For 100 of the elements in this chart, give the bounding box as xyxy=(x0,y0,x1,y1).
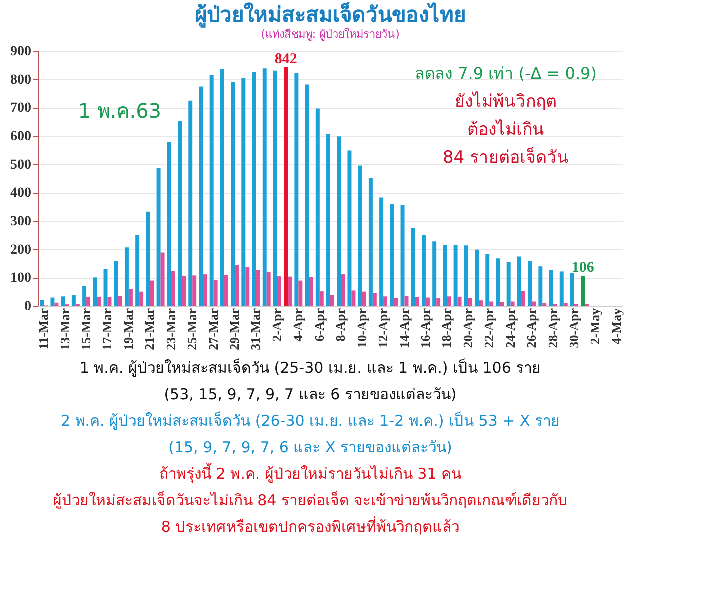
bar xyxy=(330,295,334,306)
bar xyxy=(496,258,500,306)
bar xyxy=(542,303,547,306)
y-tick-label: 600 xyxy=(10,130,32,144)
bar xyxy=(538,266,543,306)
x-tick-label: 26-Apr xyxy=(524,308,540,348)
x-tick-label: 22-Apr xyxy=(482,308,497,348)
bar xyxy=(50,298,55,306)
bar xyxy=(93,278,98,306)
bar xyxy=(246,267,250,306)
bar xyxy=(368,178,373,306)
bar xyxy=(124,248,129,306)
bar xyxy=(384,296,388,306)
x-tick-label: 15-Mar xyxy=(78,308,94,350)
bar xyxy=(521,290,526,306)
x-tick-label: 28-Apr xyxy=(545,308,560,348)
chart-subtitle: (แท่งสีชมพู: ผู้ป่วยใหม่รายวัน) xyxy=(261,28,400,41)
y-tick-label: 200 xyxy=(10,242,32,258)
x-tick-label: 31-Mar xyxy=(248,308,264,350)
bar xyxy=(61,296,66,306)
bar xyxy=(394,298,398,306)
bar xyxy=(160,252,165,306)
bar xyxy=(309,277,314,306)
annotation: ยังไม่พ้นวิกฤต xyxy=(455,91,557,112)
bar xyxy=(581,276,586,306)
bar xyxy=(178,121,182,306)
bar xyxy=(415,298,420,306)
text: ผู้ป่วยใหม่สะสมเจ็ดวันจะไม่เกิน 84 รายต่อเจ็ด จะเข้าข่ายพ้นวิกฤตเกณฑ์เดียวกับ xyxy=(52,490,568,510)
text: 8 ประเทศหรือเขตปกครองพิเศษที่พ้นวิกฤตแล้ว xyxy=(161,516,460,536)
bar xyxy=(97,296,102,306)
bar xyxy=(341,274,346,306)
bar xyxy=(320,292,324,306)
bar xyxy=(528,262,532,306)
bar xyxy=(316,108,320,306)
x-tick-label: 2-Apr xyxy=(269,308,284,342)
bar xyxy=(358,166,362,306)
bar xyxy=(426,298,430,306)
bar xyxy=(352,290,356,306)
bar xyxy=(114,262,118,306)
bar xyxy=(224,275,228,306)
bar xyxy=(390,204,394,306)
y-tick-label: 300 xyxy=(10,214,32,230)
bar xyxy=(380,198,384,306)
bar xyxy=(192,276,197,306)
bar xyxy=(486,254,490,306)
bar xyxy=(348,150,352,306)
text: (53, 15, 9, 7, 9, 7 และ 6 รายของแต่ละวัน) xyxy=(164,386,457,404)
x-tick-label: 10-Apr xyxy=(354,308,370,348)
bar xyxy=(54,302,59,306)
x-tick-label: 18-Apr xyxy=(439,308,454,348)
x-tick-label: 13-Mar xyxy=(57,308,72,350)
bar xyxy=(479,300,483,306)
text: 2 พ.ค. ผู้ป่วยใหม่สะสมเจ็ดวัน (26-30 เม.ย. และ 1-2 พ.ค.) เป็น 53 + X ราย xyxy=(60,411,560,430)
bar xyxy=(362,292,366,306)
data-label: 106 xyxy=(572,260,595,276)
bar xyxy=(468,298,472,306)
bar xyxy=(284,67,288,306)
bar xyxy=(458,296,462,306)
bar xyxy=(108,298,112,306)
bar xyxy=(136,235,140,306)
bar xyxy=(475,250,480,306)
x-tick-label: 23-Mar xyxy=(163,308,178,350)
bar xyxy=(150,280,154,306)
bar xyxy=(560,272,564,306)
bar xyxy=(72,296,76,306)
bar xyxy=(549,270,554,306)
y-tick-label: 0 xyxy=(24,300,32,314)
bar xyxy=(532,302,536,306)
bar xyxy=(82,286,87,306)
bar xyxy=(242,78,246,306)
bar xyxy=(40,300,44,306)
bar xyxy=(167,142,172,306)
x-tick-label: 20-Apr xyxy=(460,308,476,348)
y-tick-label: 400 xyxy=(10,186,32,202)
text: (15, 9, 7, 9, 7, 6 และ X รายของแต่ละวัน) xyxy=(168,438,452,456)
bar xyxy=(128,289,133,306)
bar xyxy=(171,271,176,306)
x-tick-label: 11-Mar xyxy=(36,308,52,350)
x-tick-label: 6-Apr xyxy=(312,308,327,342)
bar xyxy=(490,302,494,306)
bar xyxy=(510,302,515,306)
bar xyxy=(570,273,574,306)
y-tick-label: 100 xyxy=(10,271,32,286)
bar xyxy=(188,100,193,306)
x-tick-label: 12-Apr xyxy=(376,308,391,348)
bar xyxy=(337,136,342,306)
x-tick-label: 4-May xyxy=(608,308,624,345)
y-tick-label: 900 xyxy=(10,44,32,60)
bar xyxy=(277,276,282,306)
x-tick-label: 16-Apr xyxy=(418,308,433,348)
x-tick-label: 17-Mar xyxy=(100,308,115,350)
bar xyxy=(86,296,91,306)
bar xyxy=(564,303,568,306)
text: ถ้าพรุ่งนี้ 2 พ.ค. ผู้ป่วยใหม่รายวันไม่เกิน 31 คน xyxy=(159,462,462,484)
x-tick-label: 29-Mar xyxy=(227,308,242,350)
bar xyxy=(210,75,214,306)
x-tick-label: 2-May xyxy=(588,308,603,345)
x-tick-label: 8-Apr xyxy=(333,308,348,342)
text: 1 พ.ค. ผู้ป่วยใหม่สะสมเจ็ดวัน (25-30 เม.ย. และ 1 พ.ค.) เป็น 106 ราย xyxy=(80,358,542,378)
bar xyxy=(288,276,292,306)
